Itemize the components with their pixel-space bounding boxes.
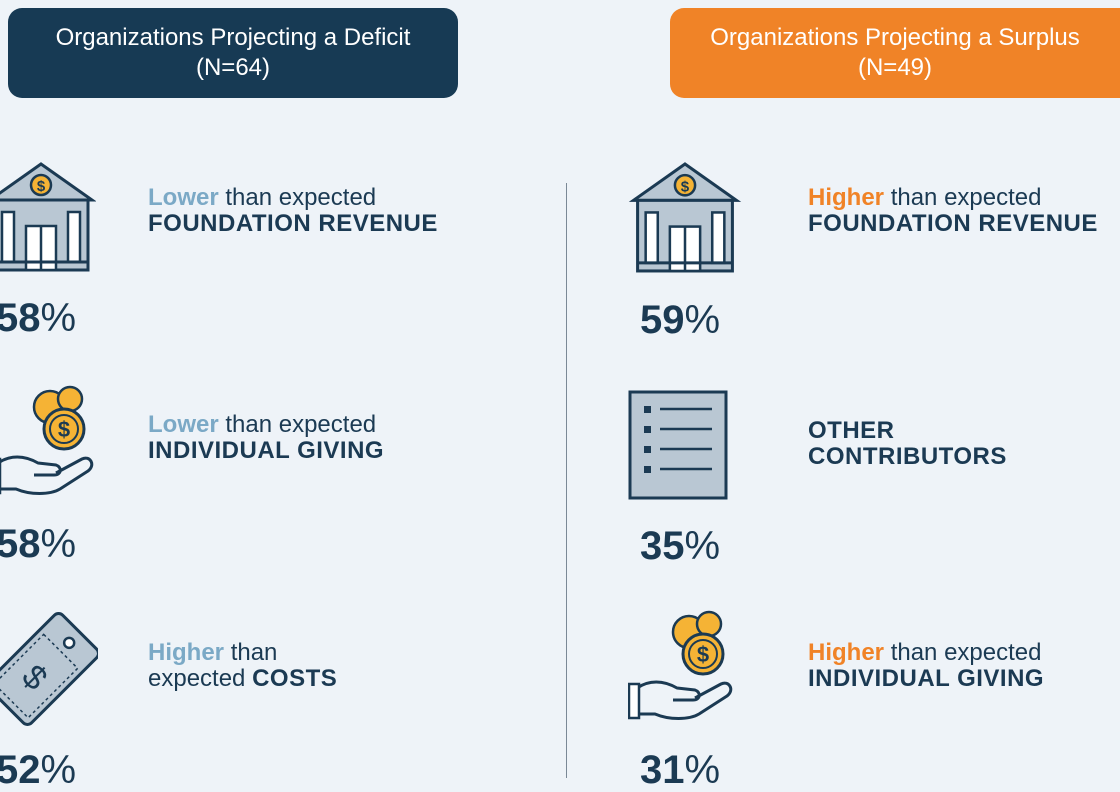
unit: % [40,748,77,792]
category: INDIVIDUAL GIVING [148,437,385,464]
surplus-header: Organizations Projecting a Surplus (N=49… [670,8,1120,98]
text: than expected [890,639,1042,666]
divider [566,183,567,778]
header-n: (N=49) [857,54,933,81]
category: INDIVIDUAL GIVING [808,665,1045,692]
value: 58 [0,296,41,340]
highlight: Higher [808,639,885,666]
unit: % [684,524,721,568]
header-title: Organizations Projecting a Surplus [710,24,1080,51]
unit: % [684,748,721,792]
item-label: Higher than expected FOUNDATION REVENUE [808,185,1098,237]
item-label: Lower than expected FOUNDATION REVENUE [148,185,438,237]
value: 31 [640,748,685,792]
value: 58 [0,522,41,566]
highlight: Lower [148,411,219,438]
unit: % [40,522,77,566]
percent: 58% [0,522,76,566]
hand-icon [628,610,740,725]
text: than expected [890,184,1042,211]
percent: 31% [640,748,720,792]
text: than expected [225,411,377,438]
category: OTHER CONTRIBUTORS [808,417,1007,470]
hand-icon [0,385,100,500]
text: than expected [148,639,278,692]
percent: 59% [640,298,720,342]
tag-icon [0,612,98,727]
list-icon [628,390,728,500]
percent: 35% [640,524,720,568]
item-label: Lower than expected INDIVIDUAL GIVING [148,412,384,464]
percent: 58% [0,296,76,340]
category: FOUNDATION REVENUE [148,210,438,237]
bank-icon [628,160,742,276]
text: than expected [225,184,377,211]
unit: % [40,296,77,340]
category: FOUNDATION REVENUE [808,210,1098,237]
value: 35 [640,524,685,568]
category: COSTS [252,665,338,692]
value: 59 [640,298,685,342]
bank-icon [0,160,96,275]
header-title: Organizations Projecting a Deficit [55,24,411,51]
highlight: Higher [148,639,225,666]
unit: % [684,298,721,342]
percent: 52% [0,748,76,792]
header-n: (N=64) [195,54,271,81]
deficit-header: Organizations Projecting a Deficit (N=64… [8,8,458,98]
item-label: OTHER CONTRIBUTORS [808,418,1068,470]
highlight: Lower [148,184,219,211]
item-label: Higher than expected COSTS [148,640,378,692]
item-label: Higher than expected INDIVIDUAL GIVING [808,640,1044,692]
highlight: Higher [808,184,885,211]
value: 52 [0,748,41,792]
